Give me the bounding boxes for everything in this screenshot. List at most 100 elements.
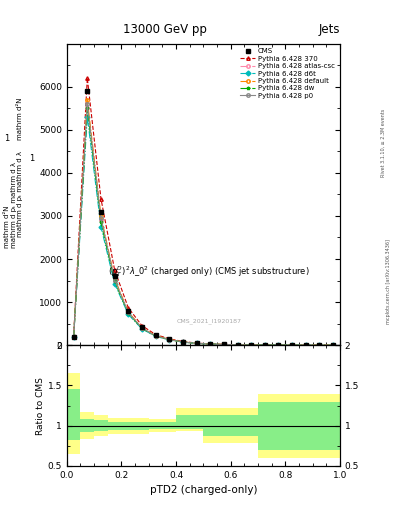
Pythia 6.428 p0 — [331, 342, 336, 348]
Pythia 6.428 atlas-csc — [263, 342, 267, 348]
Pythia 6.428 p0 — [112, 276, 117, 283]
Pythia 6.428 d6t — [180, 339, 185, 345]
Pythia 6.428 default — [112, 275, 117, 282]
Pythia 6.428 p0 — [208, 341, 213, 347]
Pythia 6.428 dw — [194, 340, 199, 347]
Pythia 6.428 370 — [194, 340, 199, 346]
Pythia 6.428 p0 — [276, 342, 281, 348]
Text: mathrm d²N: mathrm d²N — [17, 98, 23, 140]
CMS — [85, 88, 90, 94]
Line: Pythia 6.428 d6t: Pythia 6.428 d6t — [72, 115, 335, 347]
CMS — [126, 308, 130, 314]
Text: mcplots.cern.ch [arXiv:1306.3436]: mcplots.cern.ch [arXiv:1306.3436] — [386, 239, 391, 324]
Pythia 6.428 dw — [99, 219, 103, 225]
Pythia 6.428 370 — [85, 75, 90, 81]
Pythia 6.428 370 — [331, 342, 336, 348]
CMS — [331, 342, 336, 348]
Line: Pythia 6.428 default: Pythia 6.428 default — [72, 98, 335, 347]
Pythia 6.428 p0 — [194, 340, 199, 347]
Pythia 6.428 default — [71, 334, 76, 340]
Pythia 6.428 370 — [99, 196, 103, 202]
Pythia 6.428 atlas-csc — [71, 334, 76, 340]
Pythia 6.428 default — [167, 336, 172, 343]
Pythia 6.428 default — [222, 342, 226, 348]
Pythia 6.428 dw — [180, 339, 185, 345]
Text: 1: 1 — [29, 154, 34, 163]
Text: mathrm d²N
mathrm d pₜ mathrm d λ: mathrm d²N mathrm d pₜ mathrm d λ — [4, 162, 17, 248]
Line: Pythia 6.428 p0: Pythia 6.428 p0 — [72, 102, 335, 347]
Pythia 6.428 370 — [276, 342, 281, 348]
Pythia 6.428 d6t — [290, 342, 294, 348]
CMS — [194, 340, 199, 346]
Pythia 6.428 d6t — [140, 326, 144, 332]
Pythia 6.428 atlas-csc — [126, 310, 130, 316]
Pythia 6.428 dw — [290, 342, 294, 348]
CMS — [167, 336, 172, 342]
Pythia 6.428 d6t — [222, 342, 226, 348]
Pythia 6.428 d6t — [126, 311, 130, 317]
Text: CMS_2021_I1920187: CMS_2021_I1920187 — [176, 318, 241, 324]
Pythia 6.428 dw — [276, 342, 281, 348]
Pythia 6.428 d6t — [317, 342, 322, 348]
Pythia 6.428 atlas-csc — [180, 339, 185, 345]
Pythia 6.428 dw — [235, 342, 240, 348]
Pythia 6.428 atlas-csc — [235, 342, 240, 348]
Pythia 6.428 default — [99, 213, 103, 219]
Pythia 6.428 370 — [249, 342, 253, 348]
CMS — [208, 341, 213, 347]
Pythia 6.428 atlas-csc — [167, 336, 172, 343]
Pythia 6.428 dw — [112, 279, 117, 285]
Pythia 6.428 370 — [71, 333, 76, 339]
CMS — [263, 342, 267, 348]
Pythia 6.428 dw — [71, 334, 76, 340]
Pythia 6.428 p0 — [167, 336, 172, 343]
Pythia 6.428 d6t — [276, 342, 281, 348]
Pythia 6.428 p0 — [222, 342, 226, 348]
Pythia 6.428 d6t — [331, 342, 336, 348]
Text: 1: 1 — [4, 134, 9, 143]
CMS — [235, 342, 240, 348]
Pythia 6.428 dw — [303, 342, 308, 348]
Pythia 6.428 dw — [85, 105, 90, 111]
Line: Pythia 6.428 dw: Pythia 6.428 dw — [72, 106, 335, 347]
Line: Pythia 6.428 atlas-csc: Pythia 6.428 atlas-csc — [72, 106, 335, 347]
CMS — [249, 342, 253, 348]
Pythia 6.428 d6t — [208, 341, 213, 347]
Pythia 6.428 370 — [222, 342, 226, 348]
Pythia 6.428 atlas-csc — [276, 342, 281, 348]
Pythia 6.428 dw — [249, 342, 253, 348]
Pythia 6.428 d6t — [167, 337, 172, 343]
Pythia 6.428 atlas-csc — [112, 278, 117, 284]
Pythia 6.428 p0 — [317, 342, 322, 348]
Pythia 6.428 p0 — [99, 215, 103, 221]
Pythia 6.428 atlas-csc — [194, 340, 199, 347]
Pythia 6.428 p0 — [263, 342, 267, 348]
Pythia 6.428 dw — [140, 325, 144, 331]
CMS — [99, 208, 103, 215]
Pythia 6.428 default — [303, 342, 308, 348]
Pythia 6.428 p0 — [290, 342, 294, 348]
Pythia 6.428 atlas-csc — [331, 342, 336, 348]
Pythia 6.428 d6t — [194, 340, 199, 347]
Pythia 6.428 370 — [290, 342, 294, 348]
CMS — [140, 324, 144, 330]
Text: Rivet 3.1.10, ≥ 2.3M events: Rivet 3.1.10, ≥ 2.3M events — [381, 109, 386, 178]
Pythia 6.428 p0 — [180, 339, 185, 345]
Pythia 6.428 p0 — [126, 309, 130, 315]
CMS — [276, 342, 281, 348]
Pythia 6.428 dw — [222, 342, 226, 348]
Pythia 6.428 atlas-csc — [222, 342, 226, 348]
Pythia 6.428 default — [276, 342, 281, 348]
Pythia 6.428 d6t — [99, 224, 103, 230]
Pythia 6.428 370 — [317, 342, 322, 348]
Pythia 6.428 default — [263, 342, 267, 348]
CMS — [112, 273, 117, 280]
Pythia 6.428 dw — [317, 342, 322, 348]
Text: $(p_T^D)^2\lambda\_0^2$ (charged only) (CMS jet substructure): $(p_T^D)^2\lambda\_0^2$ (charged only) (… — [108, 264, 310, 279]
Pythia 6.428 dw — [208, 341, 213, 347]
Text: 13000 GeV pp: 13000 GeV pp — [123, 23, 207, 36]
Text: mathrm d pₜ mathrm d λ: mathrm d pₜ mathrm d λ — [17, 152, 23, 238]
Line: CMS: CMS — [71, 89, 336, 348]
Pythia 6.428 370 — [235, 342, 240, 348]
Pythia 6.428 370 — [140, 323, 144, 329]
